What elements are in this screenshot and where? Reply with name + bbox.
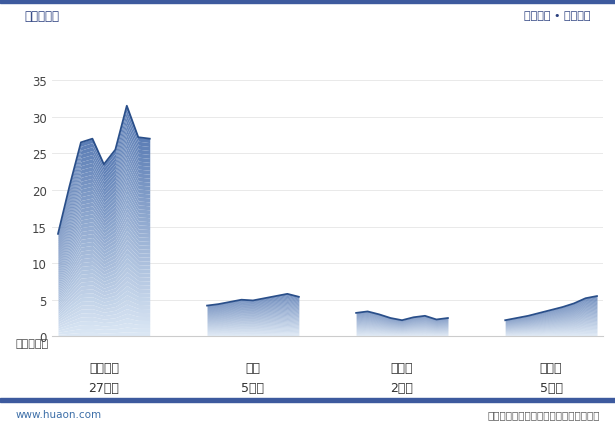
Text: 2亿元: 2亿元: [391, 381, 413, 394]
Text: 单位：亿元: 单位：亿元: [15, 338, 49, 348]
Text: 健康险: 健康险: [540, 362, 562, 374]
Text: 专业严谨 • 客观科学: 专业严谨 • 客观科学: [524, 12, 590, 21]
Text: 5亿元: 5亿元: [242, 381, 264, 394]
Text: 寿险: 寿险: [245, 362, 260, 374]
Bar: [0, 398, 615, 402]
Text: 2016-2024年1-7月西藏保险分险种收入统计: 2016-2024年1-7月西藏保险分险种收入统计: [162, 40, 453, 58]
Text: 意外险: 意外险: [391, 362, 413, 374]
Text: 27亿元: 27亿元: [89, 381, 119, 394]
Text: 5亿元: 5亿元: [539, 381, 563, 394]
Text: www.huaon.com: www.huaon.com: [15, 409, 101, 419]
Text: 财产保险: 财产保险: [89, 362, 119, 374]
Text: 华经情报网: 华经情报网: [25, 10, 60, 23]
Text: 资料来源：保监会；华经产业研究院整理: 资料来源：保监会；华经产业研究院整理: [487, 409, 600, 419]
Bar: [0, 0, 615, 4]
